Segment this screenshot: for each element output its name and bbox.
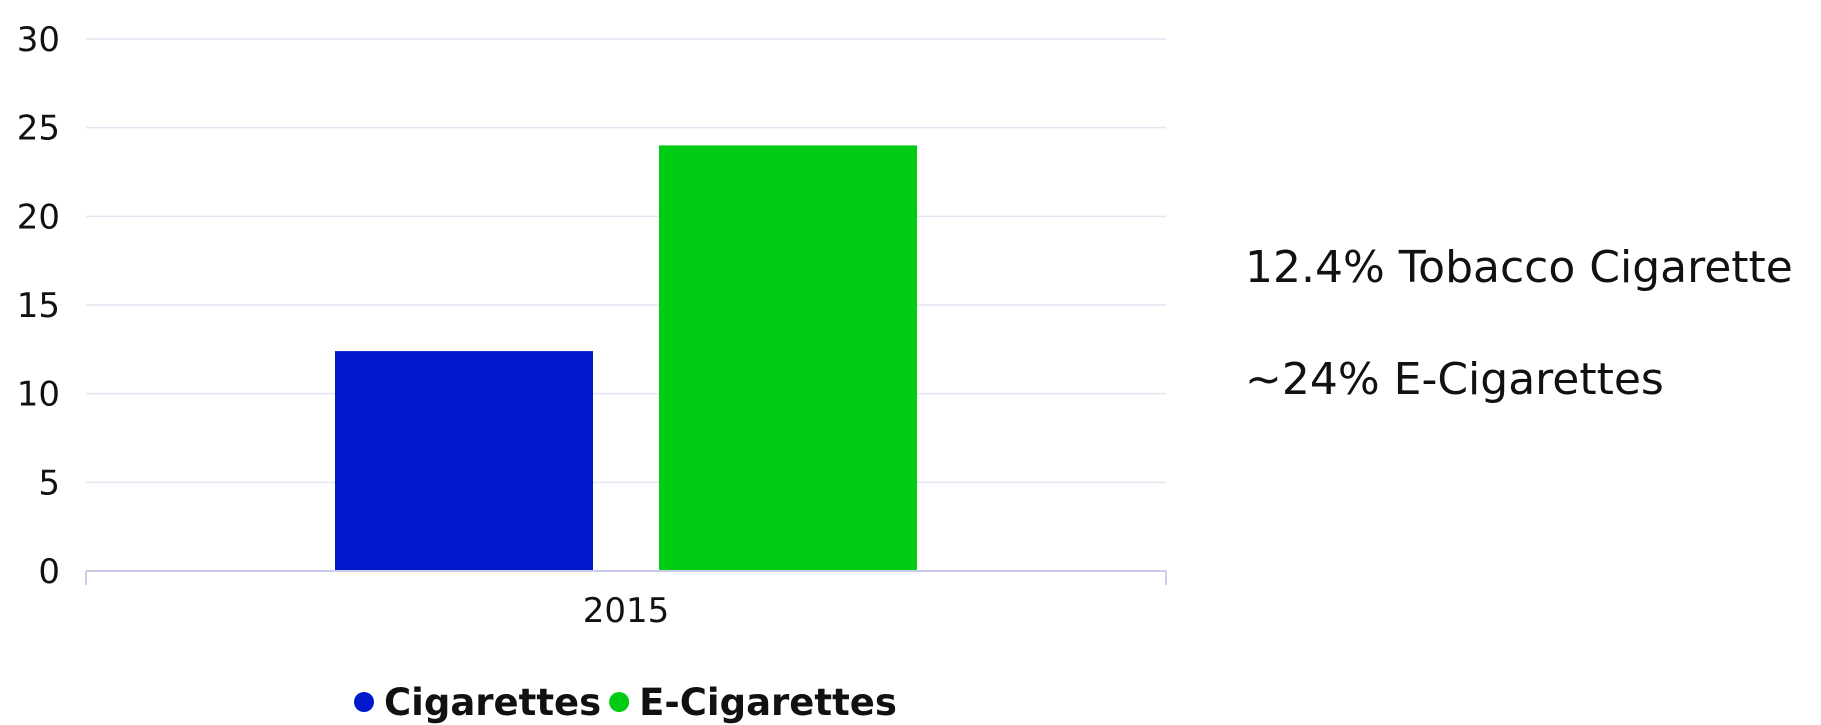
y-tick-label-25: 25 xyxy=(17,109,60,149)
x-tick-label-2015: 2015 xyxy=(583,591,670,631)
legend-label-e-cigarettes: E-Cigarettes xyxy=(639,681,897,724)
bar-chart: 0 5 10 15 20 25 30 2015 Cigarettes E-Cigarettes xyxy=(17,20,1167,724)
x-axis xyxy=(85,570,1167,585)
y-tick-label-20: 20 xyxy=(17,197,60,237)
y-tick-label-30: 30 xyxy=(17,20,60,60)
y-tick-label-0: 0 xyxy=(38,552,60,592)
gridlines xyxy=(86,38,1166,484)
y-axis-tick-labels: 0 5 10 15 20 25 30 xyxy=(17,20,60,592)
bar-e-cigarettes-2015 xyxy=(659,145,917,571)
x-axis-tick-labels: 2015 xyxy=(583,591,670,631)
bar-cigarettes-2015 xyxy=(335,351,593,571)
legend-marker-cigarettes xyxy=(354,692,374,712)
y-tick-label-10: 10 xyxy=(17,375,60,415)
annotation-block: 12.4% Tobacco Cigarette ~24% E-Cigarette… xyxy=(1245,238,1815,410)
legend-label-cigarettes: Cigarettes xyxy=(384,681,601,724)
y-tick-label-15: 15 xyxy=(17,286,60,326)
annotation-cigarettes: 12.4% Tobacco Cigarette xyxy=(1245,242,1793,293)
legend: Cigarettes E-Cigarettes xyxy=(354,681,897,724)
y-tick-label-5: 5 xyxy=(38,463,60,503)
legend-marker-e-cigarettes xyxy=(609,692,630,712)
annotation-e-cigarettes: ~24% E-Cigarettes xyxy=(1245,354,1664,405)
bars xyxy=(335,145,917,571)
